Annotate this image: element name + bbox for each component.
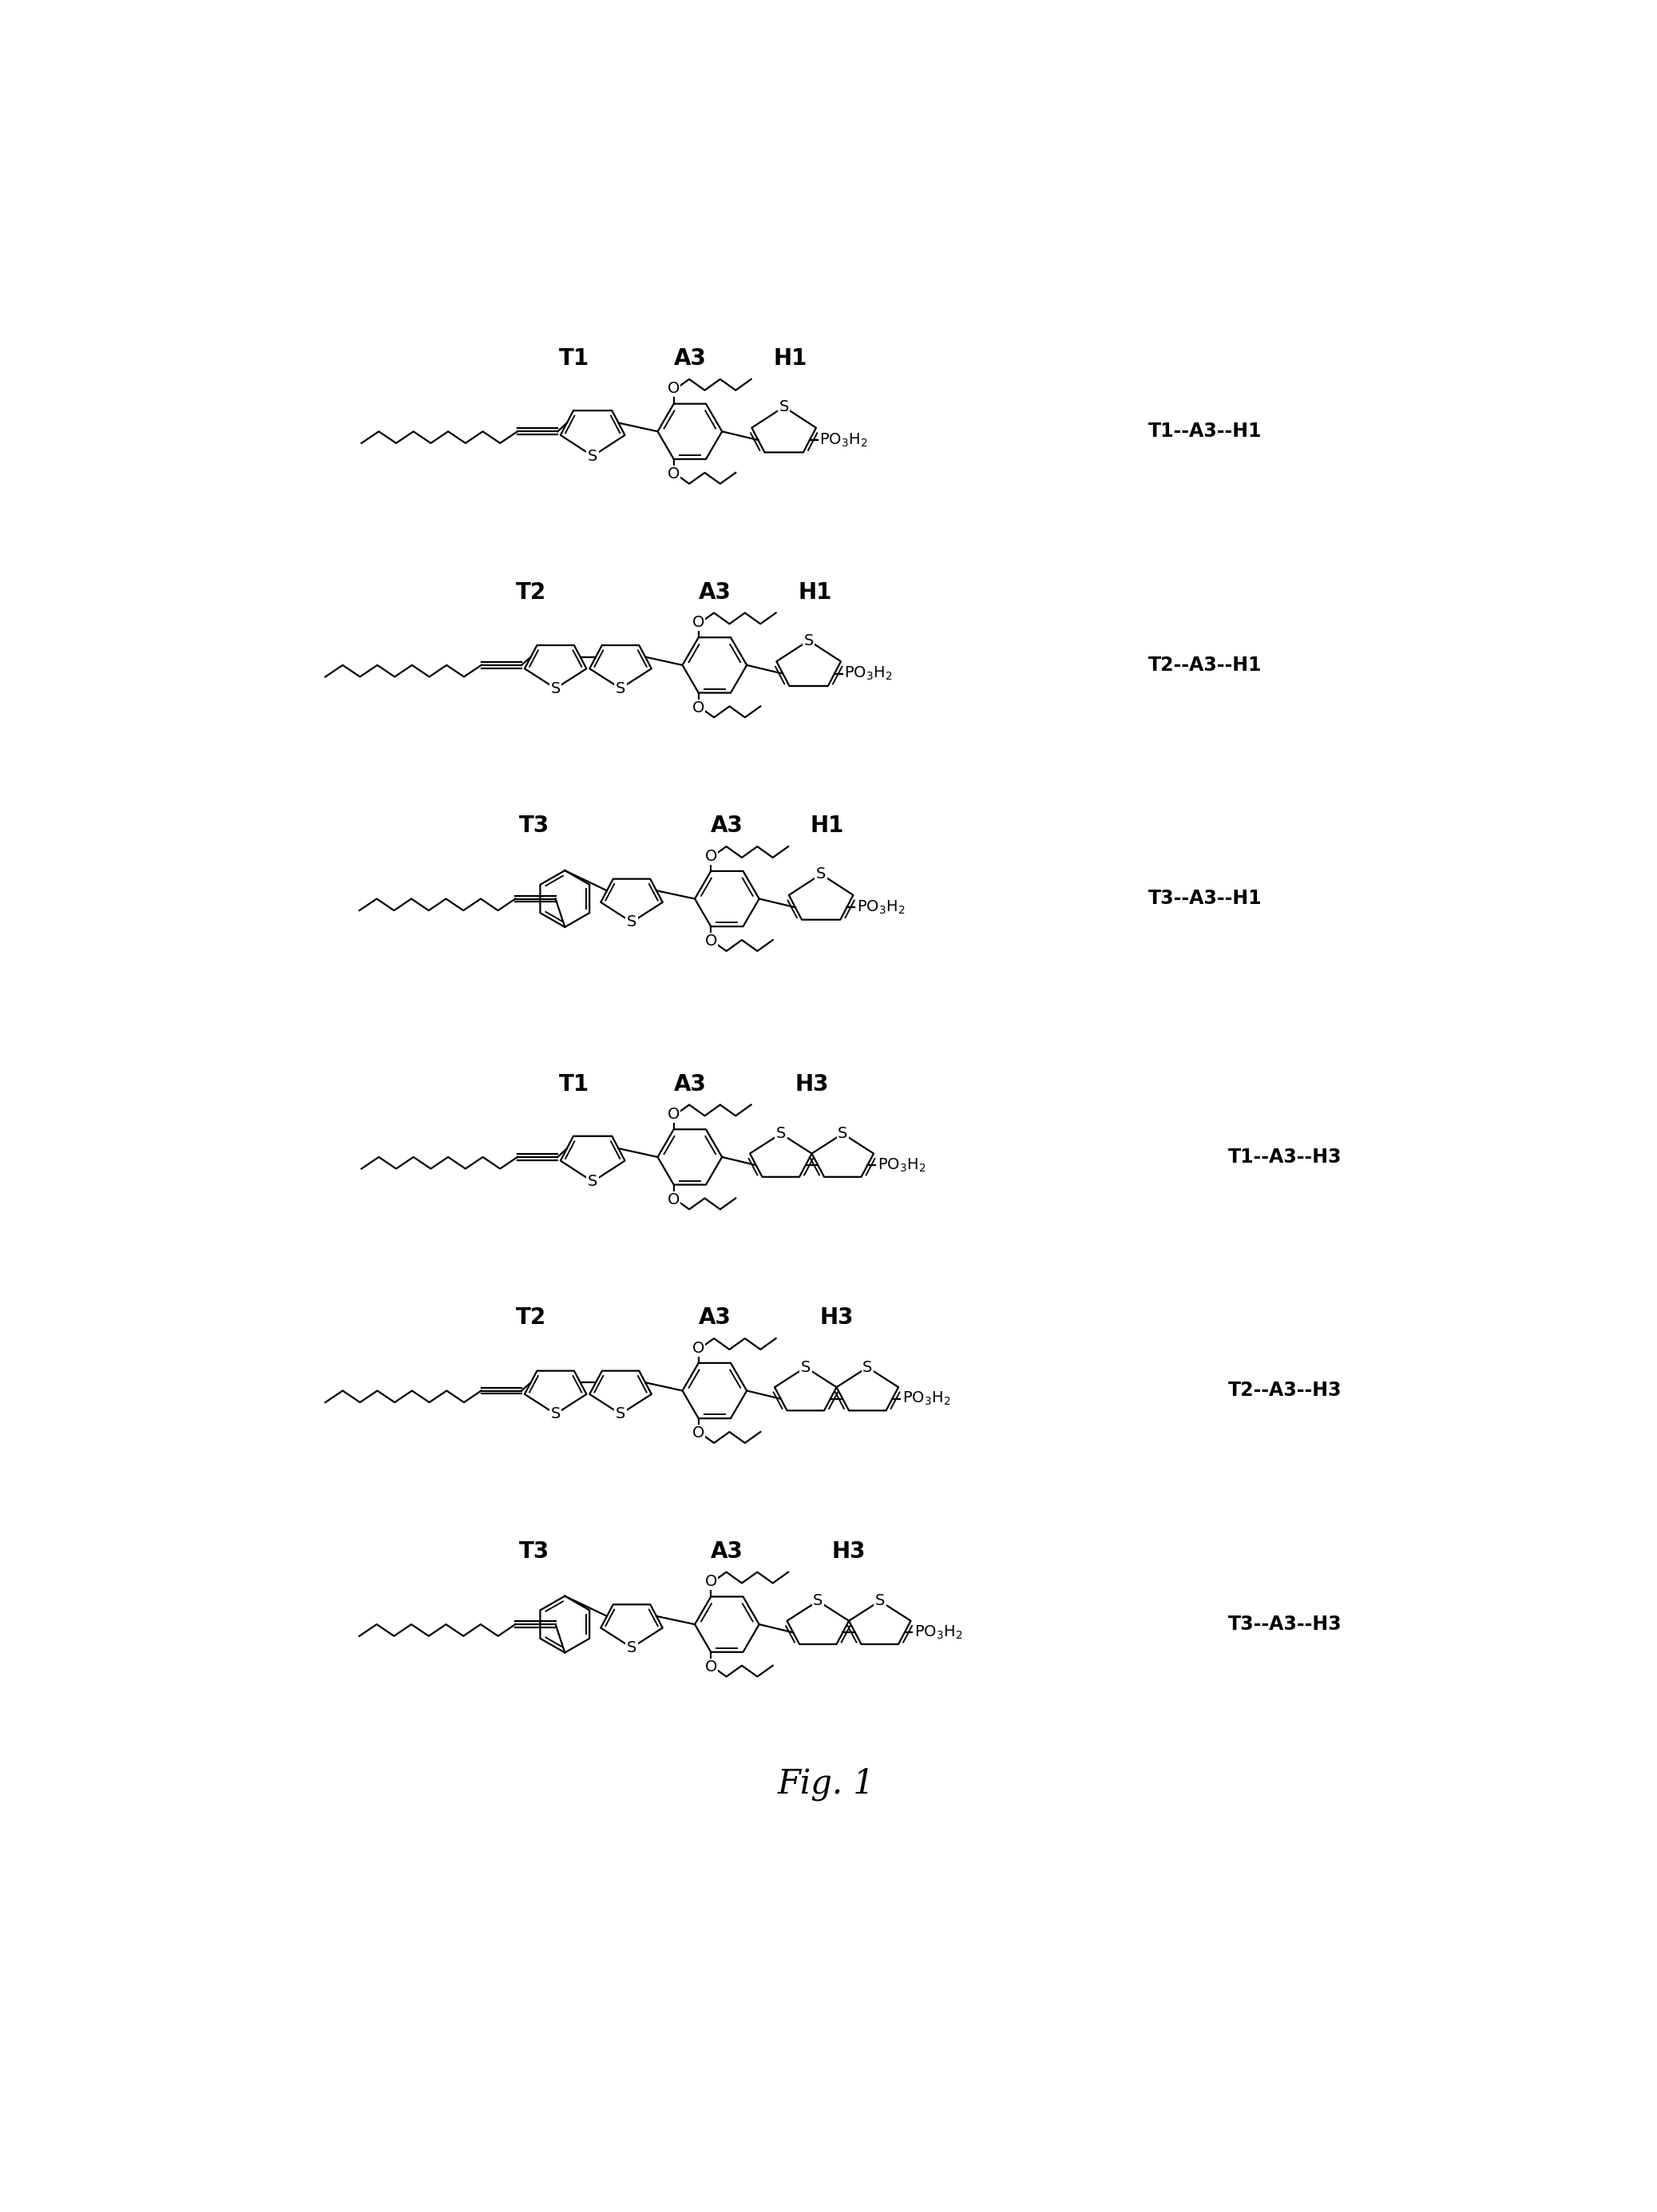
Text: T1: T1	[558, 347, 590, 369]
Text: H1: H1	[774, 347, 807, 369]
Text: H3: H3	[820, 1307, 853, 1329]
Text: PO$_3$H$_2$: PO$_3$H$_2$	[845, 666, 893, 681]
Text: H3: H3	[795, 1073, 828, 1095]
Text: T2--A3--H3: T2--A3--H3	[1228, 1380, 1342, 1400]
Text: T3--A3--H3: T3--A3--H3	[1228, 1615, 1342, 1635]
Text: O: O	[668, 1106, 679, 1121]
Text: O: O	[693, 1427, 704, 1440]
Text: A3: A3	[673, 1073, 706, 1095]
Text: S: S	[779, 400, 789, 414]
Text: Fig. 1: Fig. 1	[777, 1767, 875, 1801]
Text: T1--A3--H1: T1--A3--H1	[1148, 422, 1261, 440]
Text: T3: T3	[519, 814, 548, 838]
Text: H1: H1	[810, 814, 843, 838]
Text: S: S	[616, 681, 625, 697]
Text: O: O	[668, 467, 679, 482]
Text: O: O	[693, 1340, 704, 1356]
Text: T3: T3	[519, 1540, 548, 1564]
Text: O: O	[704, 849, 717, 863]
Text: S: S	[838, 1126, 848, 1141]
Text: S: S	[775, 1126, 785, 1141]
Text: S: S	[588, 1175, 598, 1190]
Text: PO$_3$H$_2$: PO$_3$H$_2$	[915, 1624, 963, 1641]
Text: O: O	[704, 933, 717, 949]
Text: O: O	[693, 701, 704, 714]
Text: A3: A3	[673, 347, 706, 369]
Text: O: O	[668, 1192, 679, 1208]
Text: PO$_3$H$_2$: PO$_3$H$_2$	[901, 1391, 951, 1407]
Text: A3: A3	[711, 1540, 744, 1564]
Text: O: O	[704, 1659, 717, 1674]
Text: S: S	[626, 1639, 636, 1655]
Text: T3--A3--H1: T3--A3--H1	[1148, 889, 1261, 909]
Text: S: S	[626, 914, 636, 929]
Text: PO$_3$H$_2$: PO$_3$H$_2$	[857, 898, 905, 916]
Text: T2: T2	[515, 1307, 547, 1329]
Text: S: S	[550, 681, 560, 697]
Text: S: S	[875, 1593, 885, 1608]
Text: S: S	[863, 1360, 872, 1376]
Text: T2: T2	[515, 582, 547, 604]
Text: T2--A3--H1: T2--A3--H1	[1148, 655, 1261, 675]
Text: S: S	[804, 633, 814, 648]
Text: T1--A3--H3: T1--A3--H3	[1228, 1148, 1342, 1166]
Text: A3: A3	[711, 814, 744, 838]
Text: O: O	[693, 615, 704, 630]
Text: S: S	[588, 449, 598, 465]
Text: PO$_3$H$_2$: PO$_3$H$_2$	[877, 1157, 926, 1175]
Text: S: S	[800, 1360, 810, 1376]
Text: S: S	[550, 1407, 560, 1422]
Text: S: S	[817, 867, 825, 883]
Text: H3: H3	[832, 1540, 867, 1564]
Text: T1: T1	[558, 1073, 590, 1095]
Text: H1: H1	[799, 582, 832, 604]
Text: A3: A3	[698, 582, 731, 604]
Text: A3: A3	[698, 1307, 731, 1329]
Text: PO$_3$H$_2$: PO$_3$H$_2$	[820, 431, 868, 449]
Text: O: O	[704, 1575, 717, 1588]
Text: O: O	[668, 380, 679, 396]
Text: S: S	[814, 1593, 824, 1608]
Text: S: S	[616, 1407, 625, 1422]
